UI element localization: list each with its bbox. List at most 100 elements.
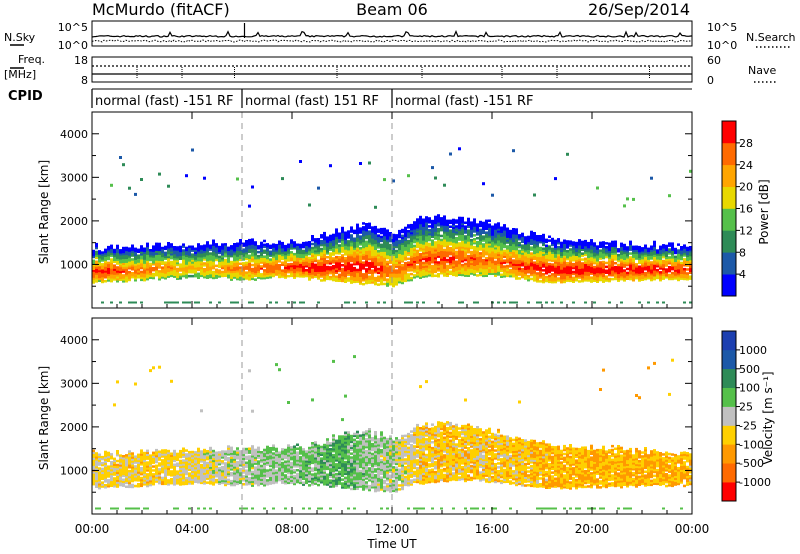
range-cell [338,250,341,253]
range-cell [485,264,488,268]
range-cell [203,452,206,456]
ground-cell [638,301,641,304]
range-cell [170,253,173,256]
range-cell [488,258,491,262]
range-cell [566,263,569,267]
range-cell [440,244,443,247]
range-cell [107,245,110,249]
range-cell [449,233,452,236]
range-cell [101,257,104,260]
range-cell [95,274,98,277]
range-cell [446,237,449,240]
range-cell [98,486,101,490]
range-cell [215,478,218,482]
range-cell [380,271,383,274]
range-cell [512,267,515,270]
range-cell [332,247,335,250]
range-cell [128,460,131,463]
range-cell [128,464,131,467]
range-cell [611,262,614,265]
range-cell [275,265,278,268]
range-cell [224,245,227,248]
range-cell [461,269,464,273]
range-cell [308,244,311,248]
ground-cell [116,507,119,510]
range-cell [203,460,206,464]
range-cell [365,244,368,248]
range-cell [458,224,461,227]
range-cell [302,253,305,257]
range-cell [179,245,182,249]
range-cell [323,259,326,262]
range-cell [158,470,161,473]
range-cell [521,240,524,243]
range-cell [596,278,599,282]
range-cell [116,276,119,279]
range-cell [569,244,572,247]
range-cell [641,255,644,258]
range-cell [200,456,203,459]
range-cell [425,245,428,249]
range-cell [131,475,134,479]
range-cell [428,250,431,253]
range-cell [137,461,140,464]
range-cell [296,270,299,274]
range-cell [374,253,377,256]
range-cell [200,249,203,252]
range-cell [494,235,497,238]
range-cell [101,267,104,270]
range-cell [317,243,320,247]
range-cell [380,243,383,247]
range-cell [236,264,239,267]
range-cell [107,469,110,472]
range-cell [632,249,635,253]
range-cell [464,245,467,248]
range-cell [359,229,362,232]
range-cell [92,277,95,280]
range-cell [104,276,107,279]
range-cell [413,266,416,269]
range-cell [95,260,98,263]
range-cell [185,276,188,279]
range-cell [206,467,209,471]
range-cell [605,275,608,278]
range-cell [266,262,269,266]
range-cell [596,259,599,262]
range-cell [554,263,557,266]
range-cell [410,263,413,266]
range-cell [293,262,296,266]
range-cell [452,232,455,235]
range-cell [416,245,419,249]
range-cell [206,276,209,279]
colorbar-swatch [722,186,736,209]
range-cell [95,462,98,465]
range-cell [311,254,314,258]
range-cell [431,264,434,268]
range-cell [197,262,200,266]
range-cell [308,266,311,269]
range-cell [365,248,368,251]
range-cell [590,252,593,256]
range-cell [245,267,248,270]
range-cell [206,260,209,264]
range-cell [506,231,509,234]
range-cell [176,470,179,473]
range-cell [266,248,269,252]
range-cell [110,472,113,476]
range-cell [161,250,164,254]
range-cell [428,229,431,232]
range-cell [392,263,395,266]
range-cell [626,277,629,280]
range-cell [146,475,149,478]
range-cell [374,243,377,247]
range-cell [167,271,170,274]
range-cell [164,267,167,270]
range-cell [518,234,521,237]
range-cell [527,261,530,264]
range-cell [275,255,278,259]
range-cell [191,474,194,477]
range-cell [281,253,284,257]
range-cell [437,245,440,249]
scatter-cell [482,182,485,186]
ground-cell [410,301,413,304]
